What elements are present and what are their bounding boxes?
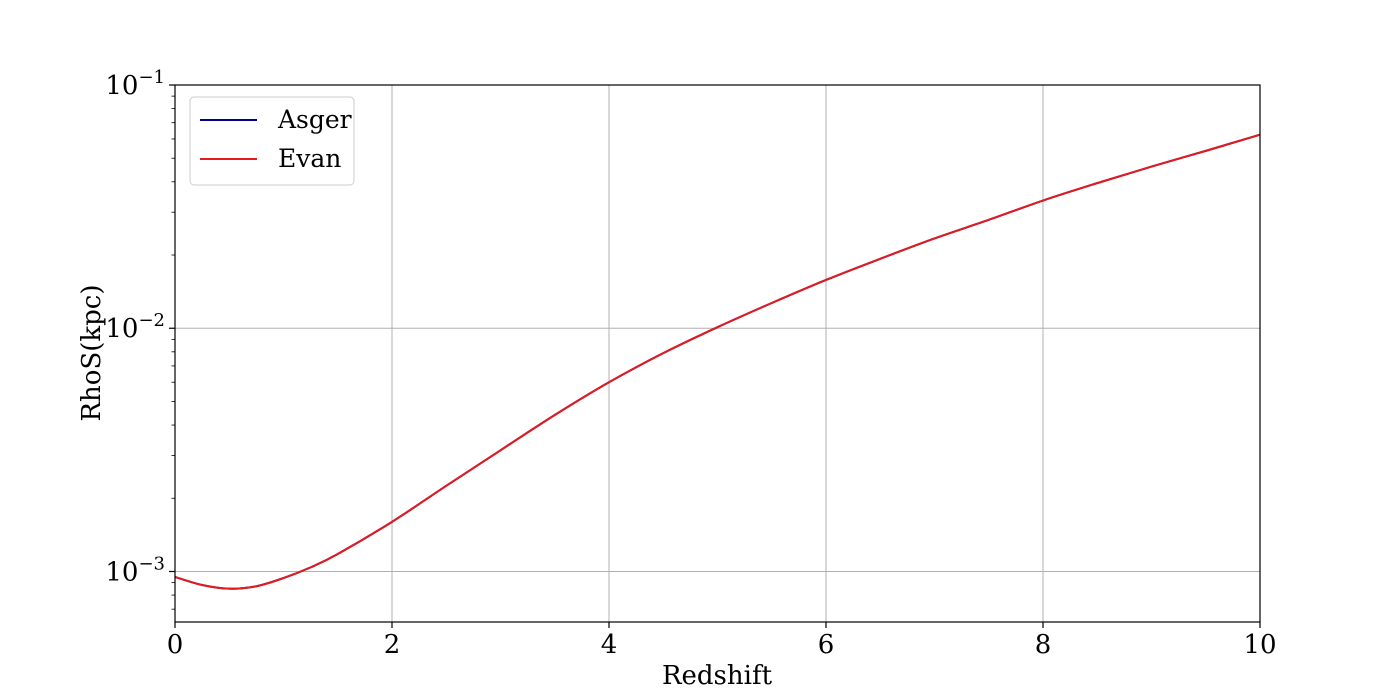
- axis-ticks: 0 2 4 6 8 10 10−3 10−2 10−1: [105, 67, 1276, 660]
- legend: Asger Evan: [189, 96, 355, 186]
- x-tick-label: 0: [167, 630, 184, 660]
- x-axis-label: Redshift: [662, 661, 773, 691]
- series-line-asger: [174, 133, 1261, 590]
- plot-frame: [174, 84, 1261, 623]
- x-tick-label: 10: [1243, 630, 1276, 660]
- y-tick-label: 10−1: [105, 67, 165, 101]
- legend-label-evan: Evan: [278, 144, 341, 173]
- x-tick-label: 4: [601, 630, 618, 660]
- series-lines: [174, 133, 1261, 590]
- x-tick-label: 6: [818, 630, 835, 660]
- series-line-evan: [174, 133, 1261, 590]
- x-tick-label: 2: [384, 630, 401, 660]
- y-tick-label: 10−3: [105, 553, 165, 587]
- legend-label-asger: Asger: [277, 105, 352, 134]
- y-axis-label: RhoS(kpc): [77, 284, 107, 421]
- x-tick-label: 8: [1035, 630, 1052, 660]
- y-tick-label: 10−2: [105, 310, 165, 344]
